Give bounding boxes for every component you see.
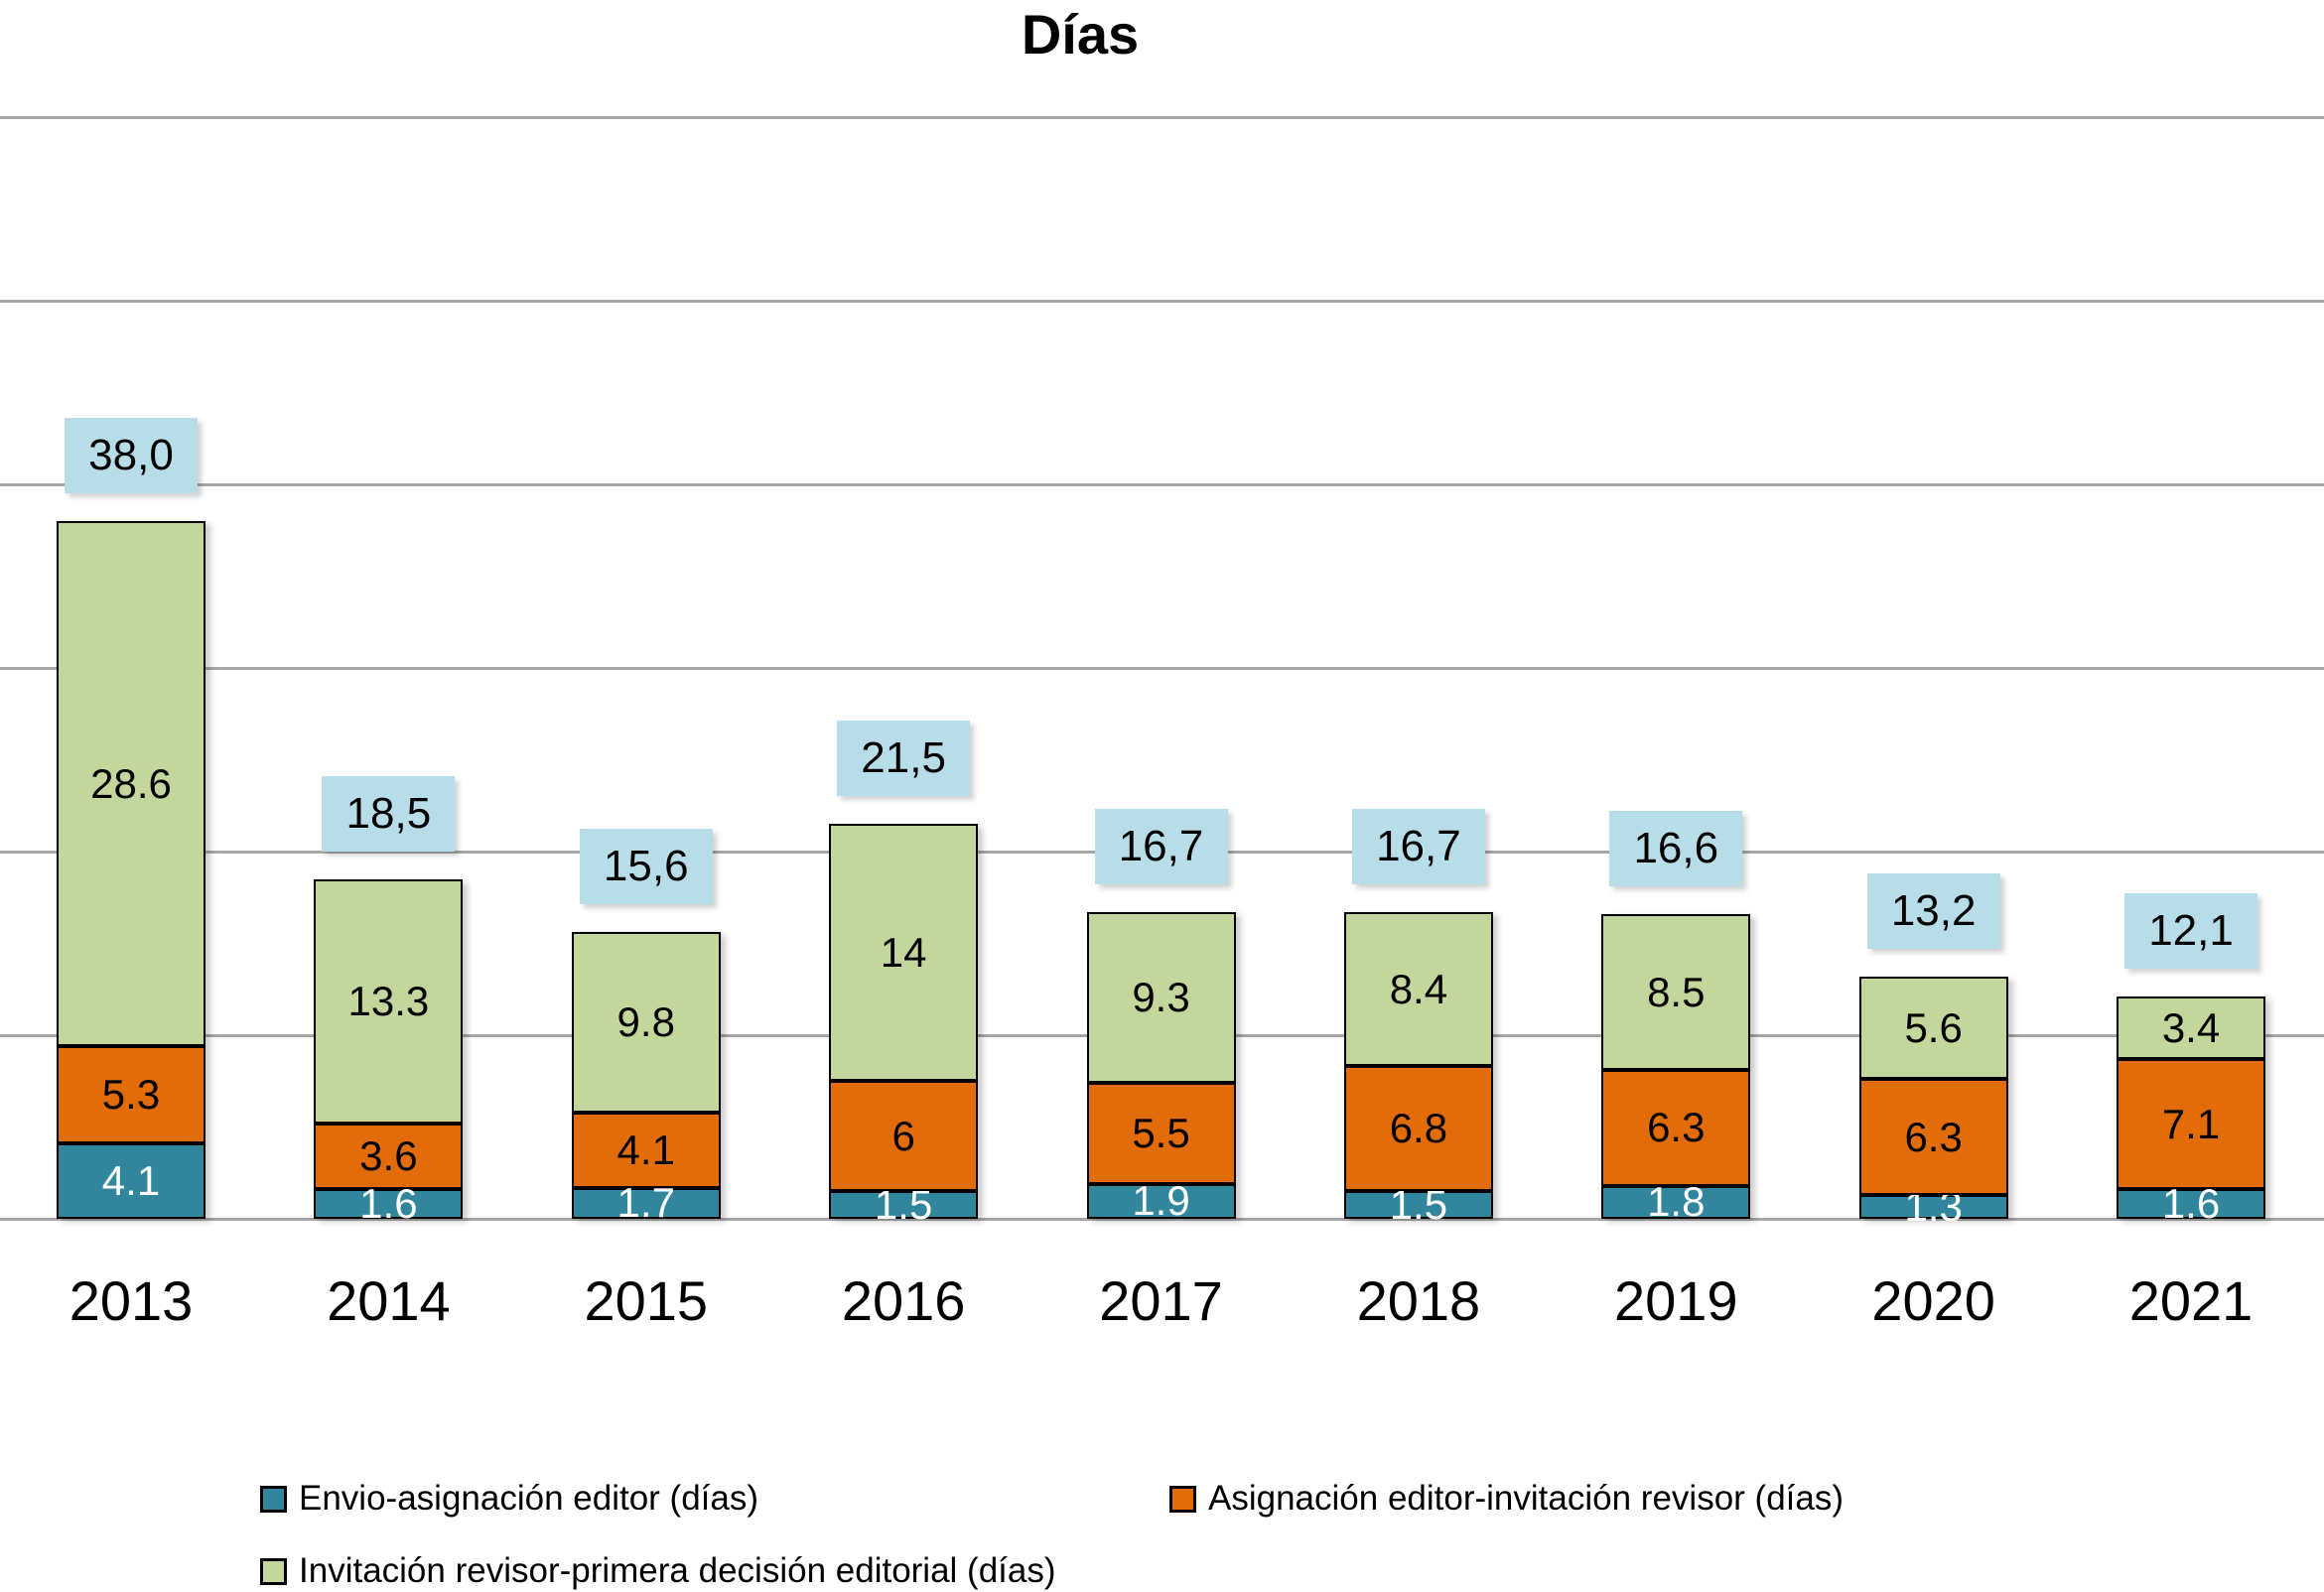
- total-label: 16,7: [1094, 809, 1228, 885]
- bar-segment: 1.9: [1086, 1180, 1236, 1222]
- legend-item: Invitación revisor-primera decisión edit…: [260, 1551, 1056, 1591]
- legend-swatch-icon: [260, 1485, 287, 1513]
- segment-value-label: 1.9: [1132, 1177, 1190, 1225]
- bar-segment: 1.5: [829, 1184, 979, 1226]
- legend-swatch-icon: [1169, 1485, 1196, 1513]
- bar-segment: 5.6: [1858, 976, 2008, 1080]
- legend-swatch-icon: [260, 1557, 287, 1585]
- bar-segment: 9.3: [1086, 912, 1236, 1084]
- x-axis-label: 2015: [584, 1269, 709, 1332]
- bar-segment: 1.5: [1343, 1184, 1493, 1226]
- segment-value-label: 1.8: [1647, 1178, 1706, 1226]
- legend-label: Asignación editor-invitación revisor (dí…: [1208, 1479, 1844, 1518]
- bar-segment: 7.1: [2117, 1059, 2266, 1190]
- segment-value-label: 3.4: [2161, 1003, 2221, 1051]
- total-label: 13,2: [1866, 872, 2000, 949]
- segment-value-label: 5.3: [101, 1071, 161, 1119]
- segment-value-label: 4.1: [616, 1126, 675, 1173]
- bar-segment: 1.6: [2117, 1183, 2266, 1225]
- segment-value-label: 6: [891, 1112, 915, 1159]
- gridline: [0, 115, 2324, 119]
- legend-label: Invitación revisor-primera decisión edit…: [299, 1551, 1056, 1590]
- bar-segment: 6: [829, 1081, 979, 1192]
- bar-segment: 3.6: [314, 1123, 464, 1190]
- bar-segment: 28.6: [57, 521, 205, 1047]
- bar-2016: 1.5 6 14: [829, 824, 979, 1226]
- bar-segment: 6.8: [1343, 1066, 1493, 1192]
- bar-segment: 1.6: [314, 1183, 464, 1225]
- segment-value-label: 14: [880, 928, 927, 976]
- gridline: [0, 299, 2324, 303]
- bar-segment: 1.7: [571, 1182, 721, 1224]
- segment-value-label: 5.5: [1132, 1109, 1190, 1156]
- total-label: 16,7: [1351, 809, 1485, 885]
- bar-segment: 8.4: [1343, 912, 1493, 1067]
- segment-value-label: 8.5: [1647, 968, 1706, 1015]
- bar-segment: 3.4: [2117, 996, 2266, 1060]
- segment-value-label: 7.1: [2161, 1100, 2221, 1147]
- bar-segment: 4.1: [571, 1112, 721, 1188]
- total-label: 21,5: [837, 721, 971, 797]
- segment-value-label: 4.1: [101, 1157, 161, 1205]
- segment-value-label: 1.6: [359, 1180, 418, 1228]
- segment-value-label: 5.6: [1904, 1003, 1963, 1051]
- segment-value-label: 6.3: [1647, 1104, 1706, 1151]
- bar-segment: 5.5: [1086, 1083, 1236, 1184]
- bar-segment: 5.3: [57, 1046, 205, 1144]
- total-label: 12,1: [2124, 893, 2258, 970]
- bar-2018: 1.5 6.8 8.4: [1343, 912, 1493, 1226]
- bar-2020: 1.3 6.3 5.6: [1858, 976, 2008, 1227]
- segment-value-label: 6.8: [1389, 1105, 1448, 1152]
- bar-2014: 1.6 3.6 13.3: [314, 878, 464, 1225]
- legend-item: Asignación editor-invitación revisor (dí…: [1169, 1479, 1844, 1519]
- segment-value-label: 1.7: [616, 1179, 675, 1227]
- gridline: [0, 482, 2324, 486]
- x-axis-label: 2013: [68, 1269, 194, 1332]
- bar-segment: 9.8: [571, 932, 721, 1113]
- x-axis-label: 2020: [1871, 1269, 1995, 1332]
- x-axis-label: 2014: [327, 1269, 451, 1332]
- x-axis-label: 2019: [1613, 1269, 1738, 1332]
- total-label: 16,6: [1609, 810, 1743, 886]
- bar-segment: 1.3: [1858, 1185, 2008, 1227]
- segment-value-label: 1.6: [2161, 1180, 2221, 1228]
- x-axis-label: 2017: [1099, 1269, 1223, 1332]
- gridline: [0, 1217, 2324, 1221]
- chart-title: Días: [1021, 3, 1140, 66]
- bar-segment: 4.1: [57, 1143, 205, 1219]
- segment-value-label: 6.3: [1904, 1113, 1963, 1160]
- total-label: 18,5: [322, 775, 456, 852]
- x-axis-label: 2021: [2128, 1269, 2254, 1332]
- total-label: 15,6: [579, 829, 713, 905]
- segment-value-label: 8.4: [1389, 965, 1448, 1012]
- segment-value-label: 13.3: [347, 977, 430, 1024]
- bar-2019: 1.8 6.3 8.5: [1601, 913, 1751, 1223]
- segment-value-label: 28.6: [90, 759, 172, 807]
- bar-segment: 6.3: [1601, 1070, 1751, 1186]
- bar-2017: 1.9 5.5 9.3: [1086, 912, 1236, 1222]
- bar-2021: 1.6 7.1 3.4: [2117, 996, 2266, 1225]
- x-axis-label: 2018: [1356, 1269, 1481, 1332]
- bar-segment: 13.3: [314, 878, 464, 1124]
- segment-value-label: 3.6: [359, 1132, 418, 1180]
- segment-value-label: 9.8: [616, 998, 675, 1046]
- bar-2013: 4.1 5.3 28.6: [57, 521, 205, 1219]
- bar-segment: 14: [829, 824, 979, 1082]
- x-axis-label: 2016: [841, 1269, 966, 1332]
- gridline: [0, 666, 2324, 670]
- bar-segment: 6.3: [1858, 1079, 2008, 1195]
- bar-segment: 8.5: [1601, 913, 1751, 1071]
- bar-2015: 1.7 4.1 9.8: [571, 932, 721, 1224]
- total-label: 38,0: [65, 418, 198, 493]
- segment-value-label: 9.3: [1132, 974, 1190, 1021]
- bar-segment: 1.8: [1601, 1181, 1751, 1223]
- legend-item: Envio-asignación editor (días): [260, 1479, 758, 1519]
- legend-label: Envio-asignación editor (días): [299, 1479, 759, 1518]
